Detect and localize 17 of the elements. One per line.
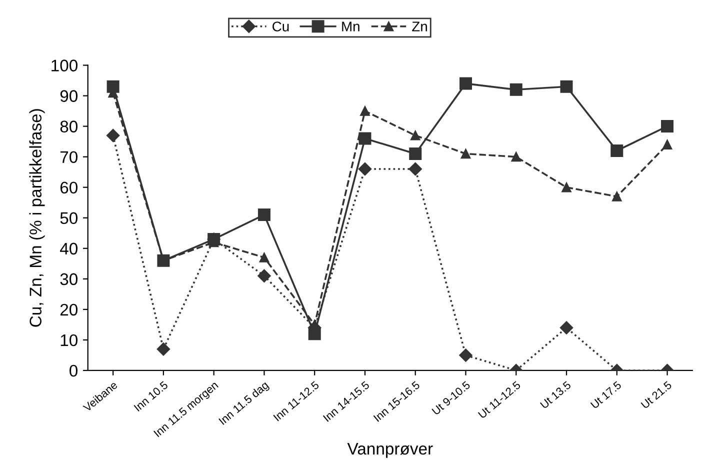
y-tick-label: 80 [60, 120, 78, 132]
y-tick-label: 20 [60, 304, 78, 316]
y-tick-label: 60 [60, 182, 78, 194]
legend-label: Cu [272, 22, 289, 32]
y-axis-title: Cu, Zn, Mn (% i partikkelfase) [29, 109, 45, 327]
y-tick-label: 40 [60, 242, 78, 255]
y-tick-label: 10 [60, 334, 78, 346]
x-axis-title: Vannprøver [347, 443, 433, 458]
x-tick-label: Inn 11.5 dag [218, 380, 270, 427]
y-tick-label: 30 [60, 273, 78, 286]
y-tick-label: 100 [52, 60, 78, 72]
y-tick-label: 70 [60, 151, 78, 164]
y-tick-label: 50 [60, 212, 78, 224]
legend-label: Zn [412, 22, 427, 32]
y-tick-label: 90 [60, 90, 78, 102]
y-tick-label: 0 [70, 364, 78, 377]
legend-label: Mn [342, 22, 360, 32]
